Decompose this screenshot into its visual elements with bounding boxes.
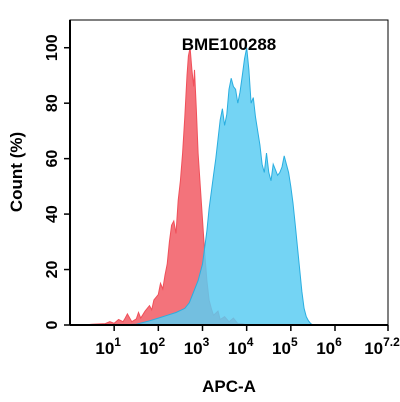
y-tick-label: 40	[44, 205, 61, 223]
y-tick-label: 20	[44, 261, 61, 279]
y-axis-label: Count (%)	[7, 132, 26, 212]
x-tick-label: 101	[95, 335, 121, 358]
chart-title: BME100288	[182, 35, 277, 54]
x-tick-label: 106	[316, 335, 342, 358]
x-tick-label: 104	[228, 335, 254, 358]
x-tick-label: 102	[140, 335, 166, 358]
series-layer	[83, 47, 315, 326]
x-tick-label: 103	[184, 335, 210, 358]
y-tick-label: 80	[44, 94, 61, 112]
y-tick-label: 100	[44, 34, 61, 61]
series-2-area	[118, 47, 315, 326]
y-tick-label: 60	[44, 150, 61, 168]
x-ticks: 101 102 103 104 105 106 107.2	[95, 325, 400, 358]
y-tick-label: 0	[44, 320, 61, 329]
x-tick-label: 105	[272, 335, 298, 358]
x-axis-label: APC-A	[202, 377, 256, 396]
y-ticks: 0 20 40 60 80 100	[44, 34, 70, 329]
x-tick-label: 107.2	[364, 335, 400, 358]
